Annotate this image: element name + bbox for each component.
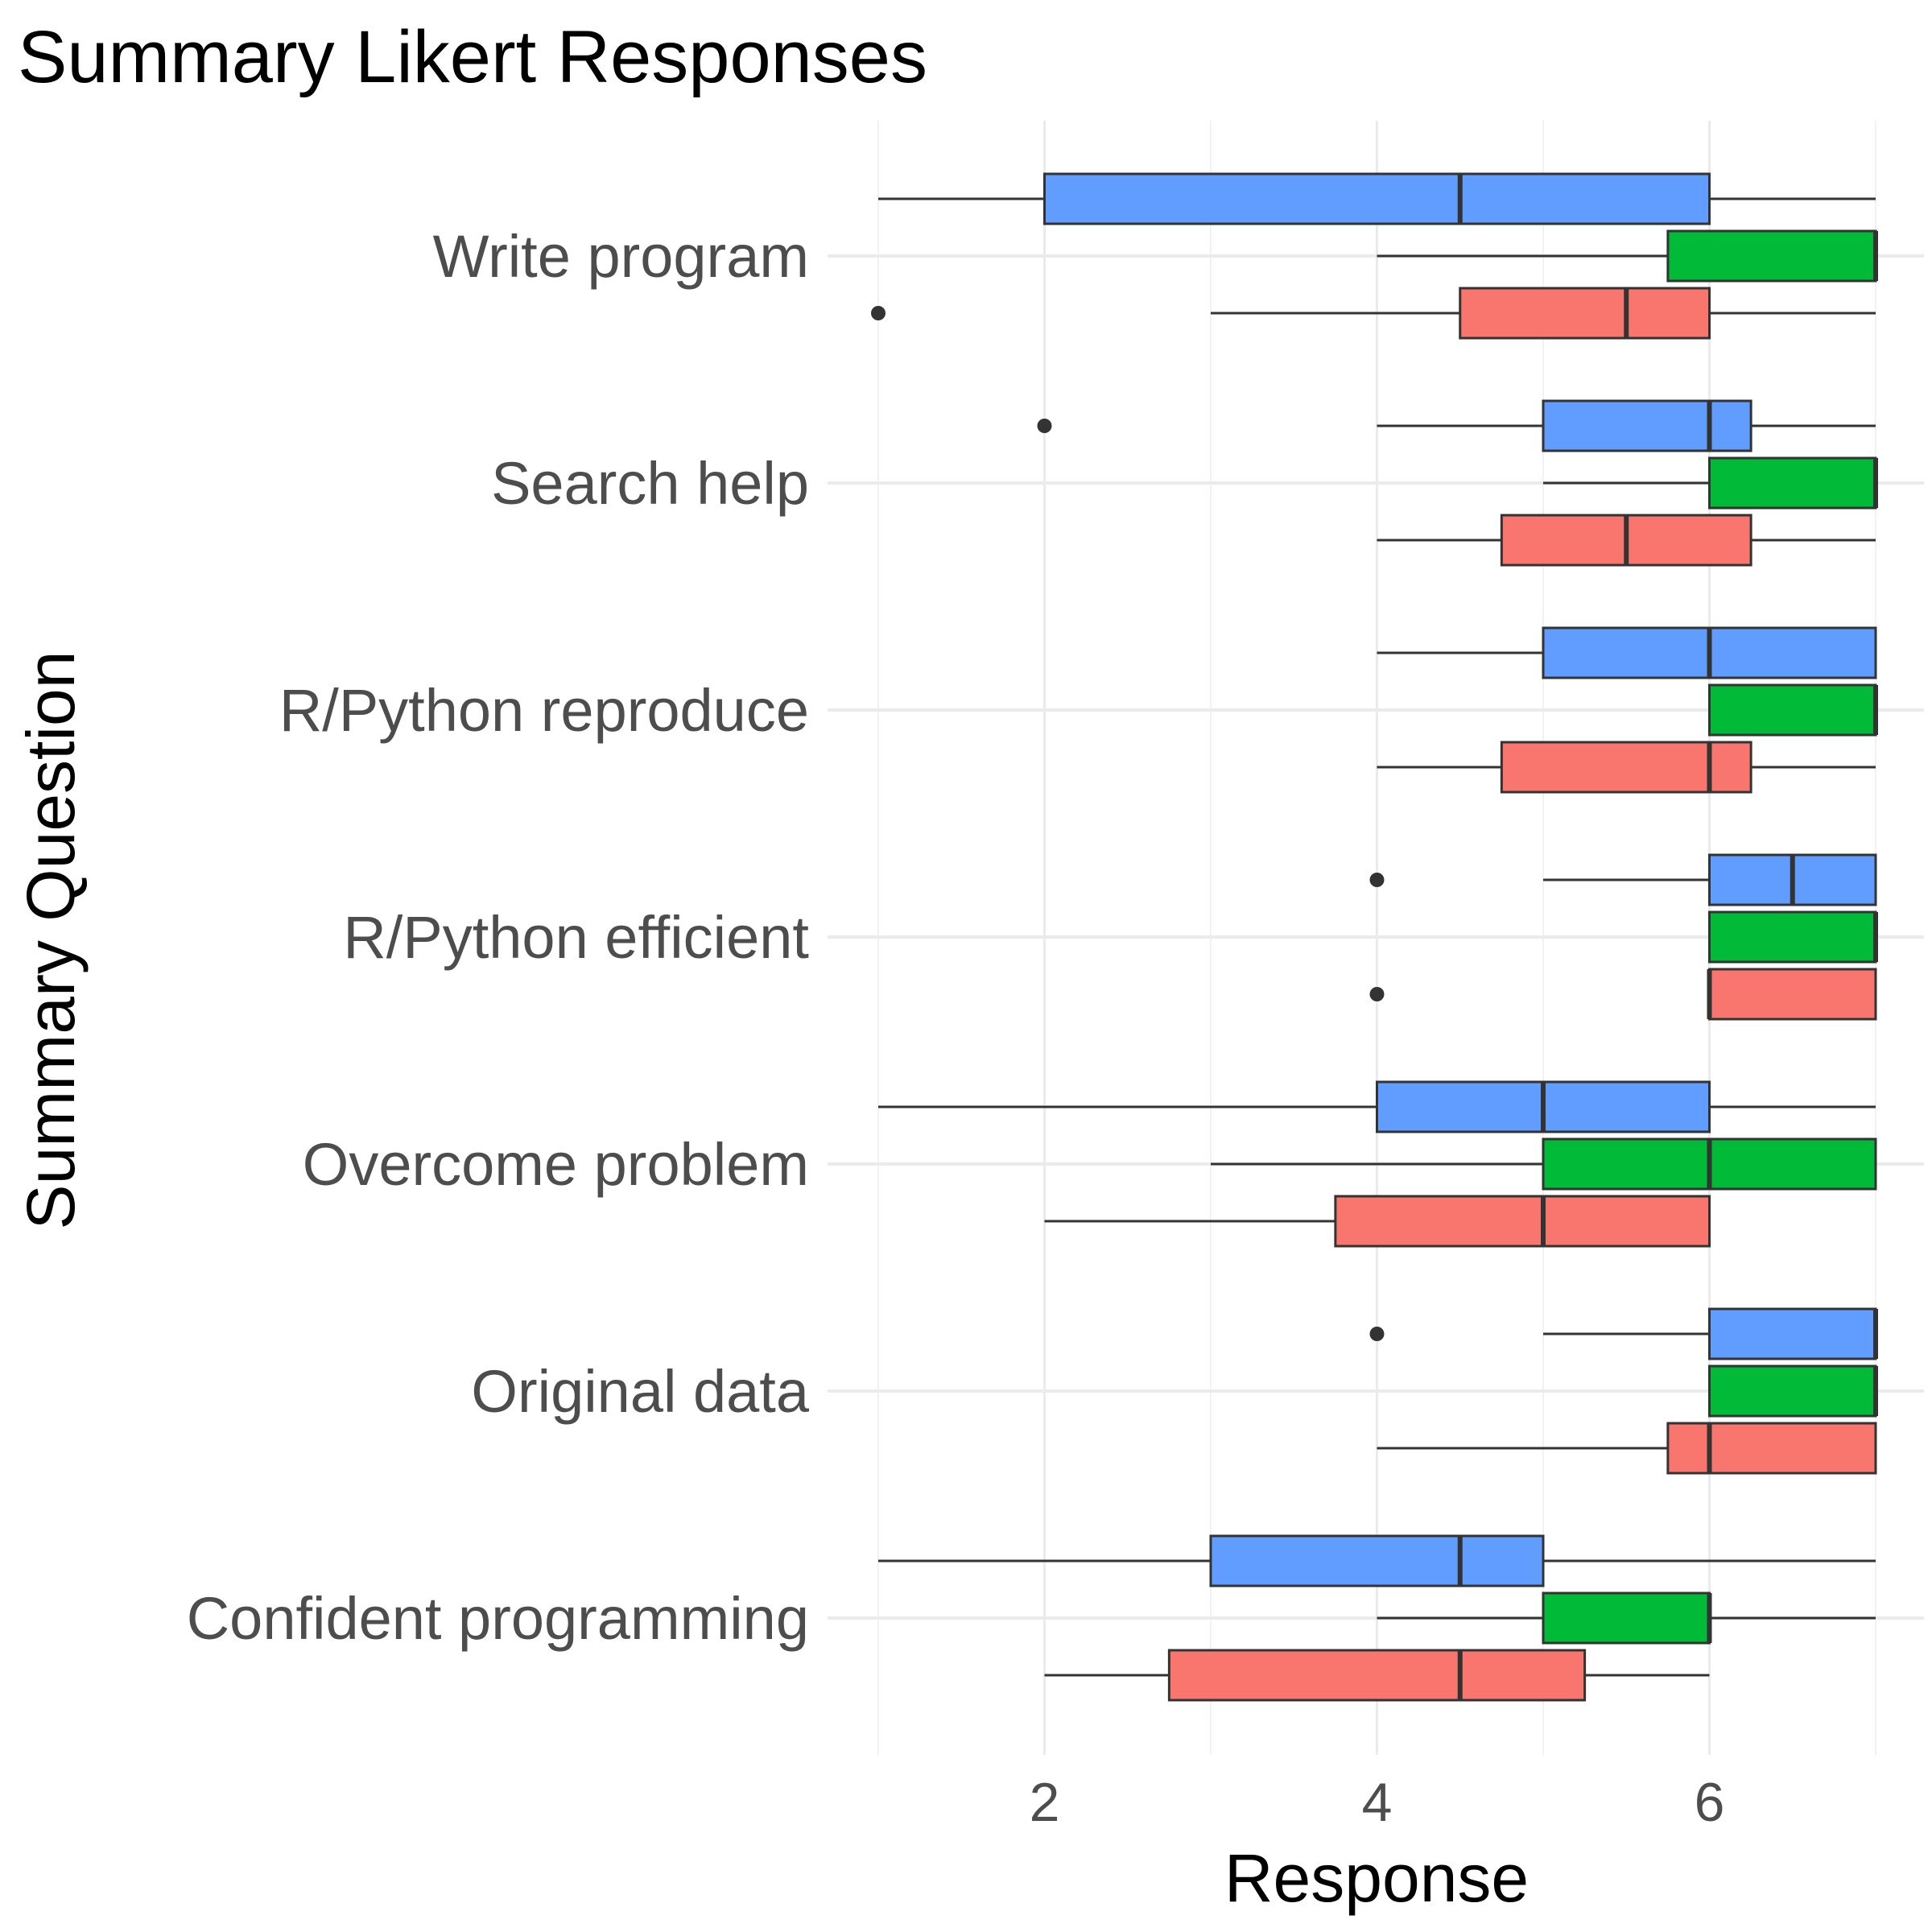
category-label: Overcome problem: [303, 1131, 809, 1198]
x-tick-label: 2: [1030, 1772, 1060, 1833]
box-iqr: [1708, 1307, 1877, 1360]
box-green: [1211, 1137, 1877, 1191]
box-iqr: [1043, 172, 1711, 225]
box-iqr: [1542, 1591, 1711, 1645]
box-blue: [878, 1080, 1876, 1133]
box-iqr: [1708, 683, 1877, 737]
box-blue: [1037, 399, 1876, 452]
outlier-point: [1369, 987, 1385, 1001]
category-label: R/Python efficient: [343, 904, 809, 971]
box-blue: [1369, 853, 1877, 906]
box-red: [1369, 968, 1877, 1021]
outlier-point: [1369, 873, 1385, 887]
box-green: [1543, 456, 1878, 510]
x-tick-label: 4: [1362, 1772, 1393, 1833]
box-iqr: [1708, 968, 1877, 1021]
box-iqr: [1708, 910, 1877, 964]
box-iqr: [1708, 456, 1877, 510]
box-iqr: [1459, 287, 1711, 340]
box-green: [1377, 229, 1878, 283]
category-label: Search help: [491, 450, 809, 517]
category-label: Confident programming: [187, 1585, 809, 1652]
box-green: [1377, 1591, 1876, 1645]
box-green: [1708, 910, 1878, 964]
box-iqr: [1666, 1422, 1877, 1475]
box-green: [1708, 683, 1878, 737]
outlier-point: [1369, 1327, 1385, 1341]
box-red: [871, 287, 1876, 340]
category-label: Write program: [433, 223, 809, 290]
box-red: [1377, 1422, 1877, 1475]
category-label: R/Python reproduce: [279, 677, 809, 744]
box-blue: [1369, 1307, 1878, 1360]
box-red: [1044, 1195, 1711, 1248]
box-iqr: [1209, 1534, 1545, 1587]
box-red: [1377, 514, 1876, 567]
x-tick-labels: 2 4 6: [1030, 1772, 1725, 1833]
box-iqr: [1666, 229, 1877, 283]
box-iqr: [1500, 741, 1752, 794]
box-blue: [878, 172, 1876, 225]
outlier-point: [1037, 419, 1052, 433]
box-red: [1377, 741, 1876, 794]
chart-title: Summary Likert Responses: [18, 16, 927, 98]
box-iqr: [1167, 1649, 1587, 1702]
category-labels: Write program Search help R/Python reprodu…: [187, 223, 810, 1652]
box-green: [1708, 1364, 1878, 1418]
box-iqr: [1334, 1195, 1711, 1248]
box-plots: [871, 172, 1878, 1702]
y-axis-title: Summary Question: [13, 651, 89, 1230]
box-iqr: [1542, 399, 1752, 452]
x-axis-title: Response: [1224, 1840, 1529, 1916]
box-iqr: [1708, 1364, 1877, 1418]
box-blue: [878, 1534, 1876, 1587]
category-label: Original data: [471, 1358, 809, 1425]
x-tick-label: 6: [1695, 1772, 1725, 1833]
box-red: [1044, 1649, 1710, 1702]
box-blue: [1377, 626, 1877, 679]
outlier-point: [871, 306, 886, 320]
